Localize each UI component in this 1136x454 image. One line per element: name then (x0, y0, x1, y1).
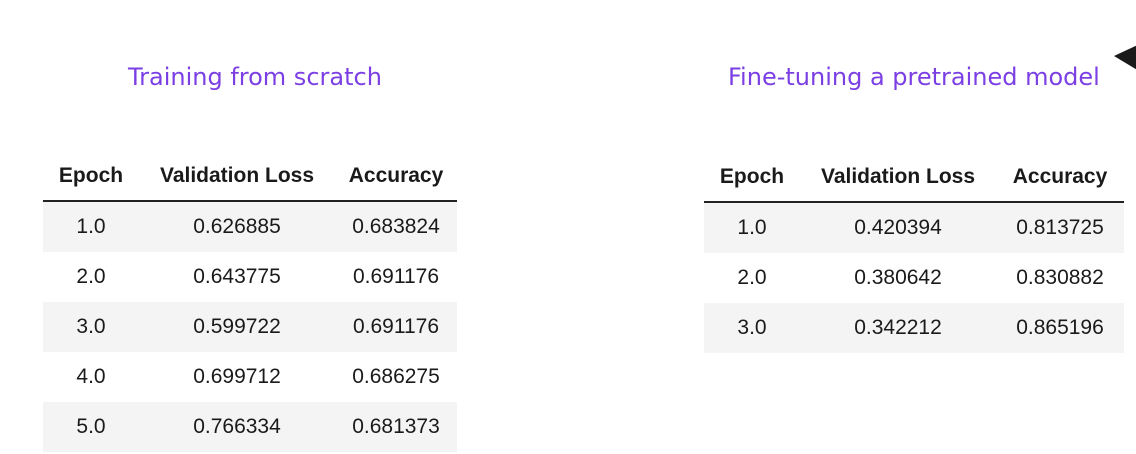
results-table-scratch: Epoch Validation Loss Accuracy 1.0 0.626… (43, 152, 457, 452)
validation-loss-cell: 0.342212 (800, 303, 996, 353)
table-row: 2.0 0.380642 0.830882 (704, 253, 1124, 303)
accuracy-cell: 0.683824 (335, 201, 457, 252)
epoch-cell: 4.0 (76, 365, 106, 388)
accuracy-cell: 0.813725 (996, 202, 1124, 253)
table-row: 1.0 0.626885 0.683824 (43, 201, 457, 252)
header-row: Epoch Validation Loss Accuracy (43, 152, 457, 202)
epoch-cell: 2.0 (76, 265, 106, 288)
validation-loss-cell: 0.420394 (800, 202, 996, 253)
epoch-cell: 1.0 (704, 202, 800, 253)
column-header-epoch: Epoch (704, 153, 800, 203)
table-row: 3.0 0.342212 0.865196 (704, 303, 1124, 353)
validation-loss-cell: 0.699712 (193, 365, 281, 388)
column-header-accuracy: Accuracy (996, 153, 1124, 203)
accuracy-cell: 0.681373 (335, 402, 457, 452)
panel-title-finetune: Fine-tuning a pretrained model (728, 63, 1100, 91)
epoch-cell: 2.0 (737, 266, 767, 289)
column-header-epoch: Epoch (43, 152, 139, 202)
validation-loss-cell: 0.599722 (139, 302, 335, 352)
table-row: 5.0 0.766334 0.681373 (43, 402, 457, 452)
table-row: 1.0 0.420394 0.813725 (704, 202, 1124, 253)
panel-title-scratch: Training from scratch (128, 63, 382, 91)
epoch-cell: 1.0 (43, 201, 139, 252)
table-row: 3.0 0.599722 0.691176 (43, 302, 457, 352)
validation-loss-cell: 0.766334 (139, 402, 335, 452)
column-header-validation-loss: Validation Loss (139, 152, 335, 202)
epoch-cell: 3.0 (43, 302, 139, 352)
validation-loss-cell: 0.626885 (139, 201, 335, 252)
accuracy-cell: 0.686275 (352, 365, 440, 388)
accuracy-cell: 0.691176 (335, 302, 457, 352)
column-header-validation-loss: Validation Loss (800, 153, 996, 203)
accuracy-cell: 0.865196 (996, 303, 1124, 353)
epoch-cell: 3.0 (704, 303, 800, 353)
header-row: Epoch Validation Loss Accuracy (704, 153, 1124, 203)
table-row: 2.0 0.643775 0.691176 (43, 252, 457, 302)
column-header-accuracy: Accuracy (335, 152, 457, 202)
corner-shape (1114, 42, 1136, 74)
epoch-cell: 5.0 (43, 402, 139, 452)
accuracy-cell: 0.691176 (352, 265, 440, 288)
accuracy-cell: 0.830882 (1016, 266, 1104, 289)
validation-loss-cell: 0.380642 (854, 266, 942, 289)
table-row: 4.0 0.699712 0.686275 (43, 352, 457, 402)
validation-loss-cell: 0.643775 (193, 265, 281, 288)
results-table-finetune: Epoch Validation Loss Accuracy 1.0 0.420… (704, 153, 1124, 353)
